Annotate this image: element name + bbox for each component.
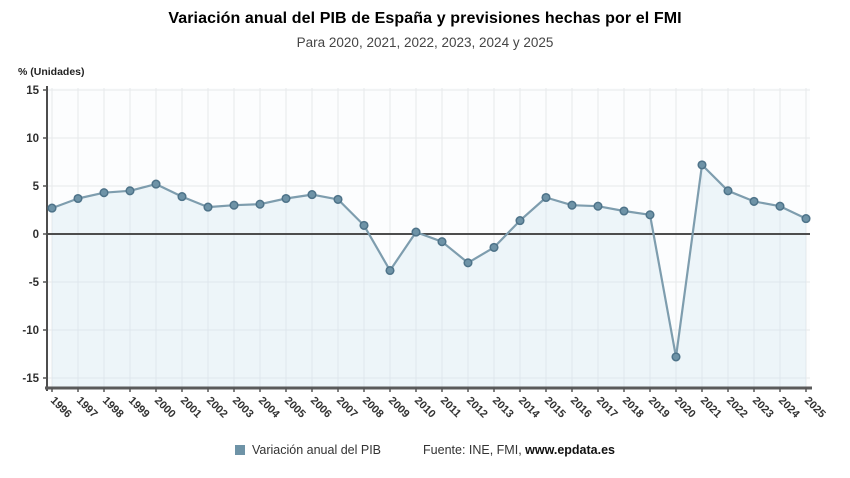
data-point-2002[interactable] <box>203 202 213 212</box>
x-tick-label: 2006 <box>308 395 334 421</box>
data-point-2018[interactable] <box>619 206 629 216</box>
x-tick-label: 1997 <box>74 395 100 421</box>
data-point-2015[interactable] <box>541 192 551 203</box>
data-point-1996[interactable] <box>47 203 57 213</box>
data-point-2020[interactable] <box>671 352 681 362</box>
x-tick-label: 2019 <box>646 395 672 421</box>
chart-title: Variación anual del PIB de España y prev… <box>168 10 682 27</box>
x-tick-label: 2003 <box>230 395 256 421</box>
data-point-2009[interactable] <box>385 265 395 276</box>
x-tick-label: 2015 <box>542 395 568 421</box>
data-point-2013[interactable] <box>489 242 499 252</box>
x-tick-label: 2014 <box>516 395 542 421</box>
x-tick-label: 2007 <box>334 395 360 421</box>
data-point-2022[interactable] <box>723 186 733 196</box>
data-point-2003[interactable] <box>229 200 239 210</box>
x-tick-label: 2013 <box>490 395 516 421</box>
legend-label: Variación anual del PIB <box>252 443 382 457</box>
x-tick-label: 1998 <box>100 395 126 421</box>
data-point-2004[interactable] <box>255 199 265 209</box>
data-point-2019[interactable] <box>645 210 655 220</box>
x-tick-label: 2001 <box>178 395 204 421</box>
data-point-1998[interactable] <box>99 188 109 198</box>
data-point-2010[interactable] <box>411 227 421 237</box>
y-axis-unit-label: % (Unidades) <box>18 66 85 78</box>
x-tick-label: 2025 <box>802 395 828 421</box>
data-point-2008[interactable] <box>359 220 369 230</box>
data-point-2005[interactable] <box>281 193 291 204</box>
x-tick-label: 2022 <box>724 395 750 421</box>
y-tick-label: 0 <box>33 229 39 241</box>
y-tick-label: -15 <box>22 373 39 385</box>
data-point-2000[interactable] <box>151 179 161 189</box>
x-tick-label: 2010 <box>412 395 438 421</box>
x-tick-label: 2002 <box>204 395 230 421</box>
epdata-link[interactable]: www.epdata.es <box>525 443 615 457</box>
data-point-2006[interactable] <box>307 190 317 200</box>
series-area-fill <box>52 164 806 388</box>
x-tick-label: 2016 <box>568 395 594 421</box>
y-tick-label: 15 <box>26 85 39 97</box>
data-point-2023[interactable] <box>749 196 759 206</box>
chart-footer: Variación anual del PIB Fuente: INE, FMI… <box>0 443 850 457</box>
y-tick-label: 5 <box>33 181 40 193</box>
data-point-2017[interactable] <box>593 201 603 211</box>
data-point-2014[interactable] <box>515 216 525 226</box>
x-tick-label: 2020 <box>672 395 698 421</box>
x-tick-label: 2005 <box>282 395 308 421</box>
data-point-2025[interactable] <box>801 214 811 224</box>
data-point-2024[interactable] <box>775 201 785 211</box>
data-point-2011[interactable] <box>437 237 447 247</box>
source-prefix: Fuente: INE, FMI, <box>423 443 526 457</box>
x-tick-label: 2000 <box>152 395 178 421</box>
x-tick-label: 2008 <box>360 395 386 421</box>
x-tick-label: 1999 <box>126 395 152 421</box>
data-point-1997[interactable] <box>73 193 83 204</box>
x-tick-label: 2023 <box>750 395 776 421</box>
x-tick-label: 2009 <box>386 395 412 421</box>
legend-swatch-icon <box>235 445 245 455</box>
data-point-2021[interactable] <box>697 160 707 170</box>
data-point-2001[interactable] <box>177 192 187 202</box>
source-line: Fuente: INE, FMI, www.epdata.es <box>423 443 615 457</box>
y-tick-label: -5 <box>29 277 40 289</box>
x-tick-label: 2021 <box>698 395 724 421</box>
data-point-1999[interactable] <box>125 186 135 196</box>
data-point-2007[interactable] <box>333 194 343 204</box>
x-tick-label: 1996 <box>48 395 74 421</box>
x-tick-label: 2004 <box>256 395 282 421</box>
y-tick-label: -10 <box>22 325 39 337</box>
data-point-2012[interactable] <box>463 258 473 268</box>
x-tick-label: 2012 <box>464 395 490 421</box>
x-tick-label: 2024 <box>776 395 802 421</box>
data-point-2016[interactable] <box>567 200 577 210</box>
x-tick-label: 2018 <box>620 395 646 421</box>
legend-item-pib[interactable]: Variación anual del PIB <box>235 443 381 457</box>
x-tick-label: 2011 <box>438 395 463 420</box>
chart-subtitle: Para 2020, 2021, 2022, 2023, 2024 y 2025 <box>296 35 554 50</box>
x-tick-label: 2017 <box>594 395 620 421</box>
y-tick-label: 10 <box>26 133 39 145</box>
series-line <box>50 163 808 358</box>
